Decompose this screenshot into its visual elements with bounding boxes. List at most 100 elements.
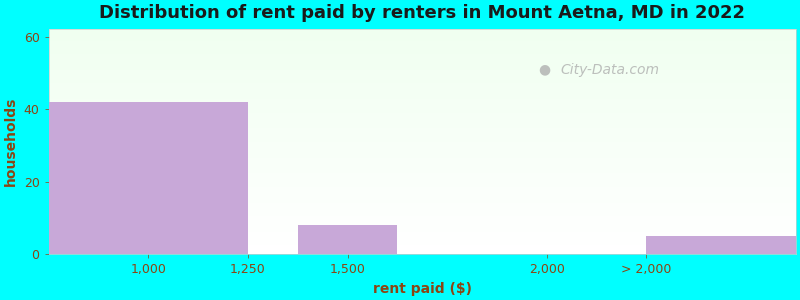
Bar [49,171,796,173]
Bar [49,212,796,214]
Bar [49,76,796,79]
Bar [49,220,796,223]
Bar [49,47,796,50]
Bar [49,187,796,189]
Bar [49,94,796,97]
Bar [49,191,796,194]
Bar [49,142,796,144]
Bar [49,40,796,43]
Bar [49,232,796,234]
Bar [49,58,796,61]
Bar [49,189,796,191]
Bar [49,241,796,243]
Bar [49,54,796,56]
Bar [49,144,796,146]
Bar [49,146,796,148]
Bar [49,72,796,74]
Bar [49,130,796,133]
Bar [49,56,796,58]
Bar [49,81,796,83]
Bar [49,101,796,103]
Bar [49,45,796,47]
Bar [49,164,796,166]
Bar [49,200,796,202]
Bar [49,119,796,122]
Bar [49,236,796,238]
Bar [49,38,796,40]
Bar [49,180,796,182]
Bar [49,209,796,211]
Bar [49,182,796,184]
Bar [49,32,796,34]
Bar [49,61,796,63]
Bar [49,248,796,250]
Bar [49,184,796,187]
Bar [49,88,796,90]
Bar [49,68,796,70]
Bar [49,43,796,45]
Bar [49,234,796,236]
Bar [49,137,796,140]
Bar [49,243,796,245]
Bar [49,122,796,124]
Bar [49,227,796,230]
Bar [49,124,796,126]
Bar [49,103,796,106]
Bar [49,112,796,115]
Bar [49,194,796,196]
X-axis label: rent paid ($): rent paid ($) [373,282,472,296]
Text: City-Data.com: City-Data.com [561,63,659,77]
Bar [49,216,796,218]
Bar [49,214,796,216]
Bar [49,140,796,142]
Bar [298,225,398,254]
Y-axis label: households: households [4,97,18,187]
Bar [49,173,796,175]
Bar [49,90,796,92]
Bar [49,162,796,164]
Bar [49,102,248,254]
Bar [49,29,796,32]
Bar [49,148,796,151]
Bar [49,97,796,99]
Bar [49,108,796,110]
Text: ●: ● [538,63,550,77]
Title: Distribution of rent paid by renters in Mount Aetna, MD in 2022: Distribution of rent paid by renters in … [99,4,746,22]
Bar [49,155,796,158]
Bar [49,169,796,171]
Bar [49,238,796,241]
Bar [49,225,796,227]
Bar [49,196,796,198]
Bar [49,207,796,209]
Bar [49,205,796,207]
Bar [49,117,796,119]
Bar [49,63,796,65]
Bar [49,79,796,81]
Bar [49,74,796,77]
Bar [49,126,796,128]
Bar [49,167,796,169]
Bar [49,245,796,247]
Bar [49,50,796,52]
Bar [49,106,796,108]
Bar [49,176,796,178]
Bar [49,83,796,85]
Bar [49,151,796,153]
Bar [49,178,796,180]
Bar [49,198,796,200]
Bar [49,230,796,232]
Bar [49,70,796,72]
Bar [49,85,796,88]
Bar [49,34,796,36]
Bar [49,223,796,225]
Bar [49,99,796,101]
Bar [49,52,796,54]
Bar [49,250,796,252]
Bar [49,252,796,254]
Bar [49,158,796,160]
Bar [49,36,796,38]
Bar [49,65,796,68]
Bar [646,236,796,254]
Bar [49,92,796,95]
Bar [49,128,796,130]
